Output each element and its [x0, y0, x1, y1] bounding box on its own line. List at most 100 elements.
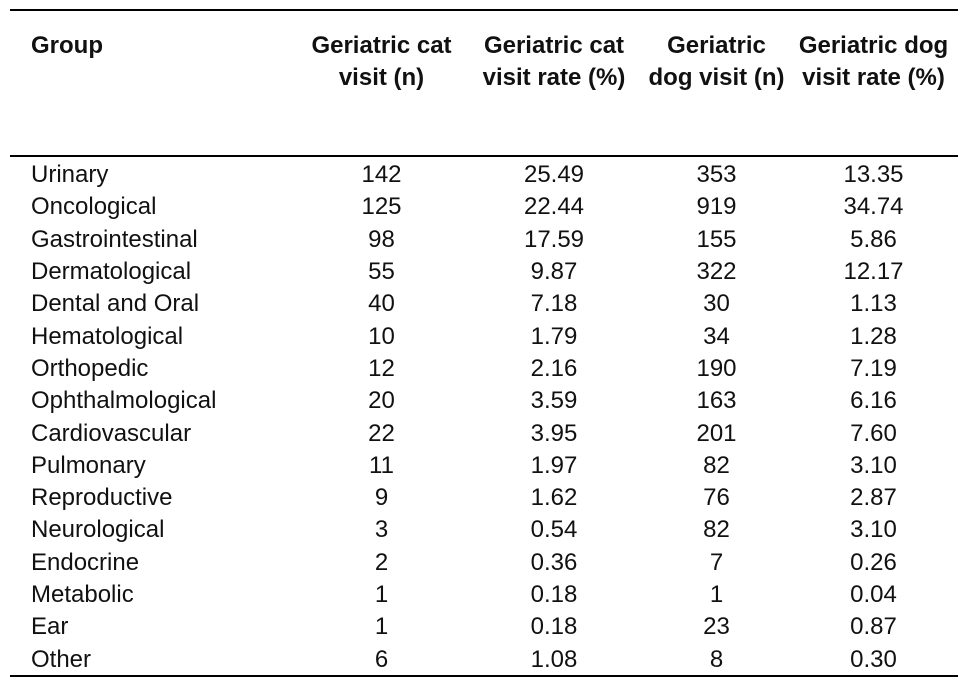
table-row: Metabolic 1 0.18 1 0.04: [10, 579, 958, 611]
cell-dog-visits: 7: [709, 548, 724, 576]
column-header-cat-rate: Geriatric cat visit rate (%): [482, 32, 626, 91]
cell-cat-rate: 2.16: [530, 354, 578, 382]
cell-dog-visits: 201: [696, 419, 737, 447]
cell-dog-visits: 76: [703, 484, 730, 512]
cell-dog-rate: 3.10: [850, 451, 897, 479]
table-row: Orthopedic 12 2.16 190 7.19: [10, 353, 958, 385]
cell-cat-rate: 0.18: [530, 581, 578, 608]
cell-dog-visits: 919: [696, 193, 737, 221]
column-header-cat-visits: Geriatric cat visit (n): [311, 32, 452, 91]
cell-dog-visits: 353: [696, 161, 737, 189]
cell-cat-visits: 6: [374, 645, 389, 673]
cell-group: Orthopedic: [31, 354, 149, 382]
table-top-rule: [10, 9, 958, 11]
cell-group: Dermatological: [31, 258, 192, 286]
cell-cat-visits: 10: [368, 322, 395, 350]
table-row: Ophthalmological 20 3.59 163 6.16: [10, 385, 958, 417]
cell-group: Oncological: [31, 193, 157, 221]
table-row: Cardiovascular 22 3.95 201 7.60: [10, 417, 958, 449]
table-row: Urinary 142 25.49 353 13.35: [10, 156, 958, 191]
cell-group: Other: [31, 645, 92, 673]
table-row: Dermatological 55 9.87 322 12.17: [10, 256, 958, 288]
cell-group: Neurological: [31, 516, 165, 544]
cell-cat-rate: 25.49: [523, 161, 585, 189]
cell-cat-visits: 55: [368, 258, 395, 286]
cell-dog-visits: 30: [703, 290, 730, 318]
column-header-dog-visits: Geriatric dog visit (n): [648, 32, 785, 91]
cell-cat-rate: 0.18: [530, 613, 578, 641]
cell-group: Reproductive: [31, 484, 173, 512]
cell-cat-rate: 1.62: [530, 484, 578, 512]
cell-dog-rate: 1.28: [850, 322, 897, 350]
table-row: Ear 1 0.18 23 0.87: [10, 611, 958, 643]
cell-dog-visits: 163: [696, 387, 737, 415]
cell-dog-rate: 6.16: [850, 387, 897, 415]
cell-cat-rate: 1.97: [530, 451, 578, 479]
cell-cat-rate: 3.59: [530, 387, 578, 415]
cell-cat-visits: 142: [361, 161, 402, 189]
cell-dog-visits: 190: [696, 354, 737, 382]
cell-cat-visits: 1: [374, 581, 389, 608]
cell-group: Urinary: [31, 161, 109, 189]
cell-cat-visits: 125: [361, 193, 402, 221]
column-header-group: Group: [31, 32, 103, 59]
cell-cat-rate: 0.54: [530, 516, 578, 544]
cell-cat-rate: 22.44: [523, 193, 585, 221]
table-header: Group Geriatric cat visit (n) Geriatric …: [10, 0, 958, 156]
table-row: Hematological 10 1.79 34 1.28: [10, 320, 958, 352]
cell-dog-visits: 82: [703, 451, 730, 479]
cell-cat-rate: 17.59: [523, 225, 585, 253]
cell-group: Gastrointestinal: [31, 225, 198, 253]
cell-cat-visits: 12: [368, 354, 395, 382]
cell-dog-rate: 7.19: [850, 354, 897, 382]
cell-dog-rate: 0.26: [850, 548, 897, 576]
cell-group: Cardiovascular: [31, 419, 192, 447]
cell-dog-rate: 1.13: [850, 290, 897, 318]
cell-dog-visits: 1: [709, 581, 724, 608]
cell-cat-visits: 40: [368, 290, 395, 318]
cell-dog-visits: 322: [696, 258, 737, 286]
cell-dog-visits: 23: [703, 613, 730, 641]
cell-cat-visits: 2: [374, 548, 389, 576]
cell-group: Pulmonary: [31, 451, 146, 479]
cell-group: Hematological: [31, 322, 184, 350]
cell-cat-visits: 20: [368, 387, 395, 415]
cell-dog-rate: 0.87: [850, 613, 897, 641]
cell-group: Ophthalmological: [31, 387, 217, 415]
table-row: Reproductive 9 1.62 76 2.87: [10, 482, 958, 514]
column-header-dog-rate: Geriatric dog visit rate (%): [798, 32, 949, 91]
table-row: Other 6 1.08 8 0.30: [10, 643, 958, 675]
cell-group: Ear: [31, 613, 69, 641]
cell-cat-rate: 9.87: [530, 258, 578, 286]
cell-dog-rate: 2.87: [850, 484, 897, 512]
data-table: Group Geriatric cat visit (n) Geriatric …: [10, 0, 958, 676]
table-row: Gastrointestinal 98 17.59 155 5.86: [10, 224, 958, 256]
cell-cat-visits: 3: [374, 516, 389, 544]
cell-dog-rate: 5.86: [850, 225, 897, 253]
cell-dog-rate: 7.60: [850, 419, 897, 447]
cell-cat-visits: 98: [368, 225, 395, 253]
cell-dog-visits: 82: [703, 516, 730, 544]
cell-group: Metabolic: [31, 581, 134, 608]
table-row: Neurological 3 0.54 82 3.10: [10, 514, 958, 546]
cell-group: Endocrine: [31, 548, 140, 576]
table-row: Pulmonary 11 1.97 82 3.10: [10, 450, 958, 482]
table-row: Oncological 125 22.44 919 34.74: [10, 191, 958, 223]
table-body: Urinary 142 25.49 353 13.35 Oncological 125 22.…: [10, 156, 958, 676]
cell-cat-rate: 1.79: [530, 322, 578, 350]
cell-cat-visits: 9: [374, 484, 389, 512]
cell-dog-rate: 0.04: [850, 581, 897, 608]
cell-dog-visits: 8: [709, 645, 724, 673]
header-row: Group Geriatric cat visit (n) Geriatric …: [10, 0, 958, 156]
cell-cat-visits: 11: [369, 451, 394, 479]
table-bottom-rule: [10, 675, 958, 677]
table-header-rule: [10, 155, 958, 157]
cell-cat-visits: 1: [374, 613, 389, 641]
table-row: Endocrine 2 0.36 7 0.26: [10, 547, 958, 579]
cell-cat-visits: 22: [368, 419, 395, 447]
cell-group: Dental and Oral: [31, 290, 200, 318]
cell-dog-rate: 0.30: [850, 645, 897, 673]
cell-dog-rate: 13.35: [843, 161, 904, 189]
cell-dog-visits: 34: [703, 322, 730, 350]
cell-dog-rate: 12.17: [843, 258, 904, 286]
